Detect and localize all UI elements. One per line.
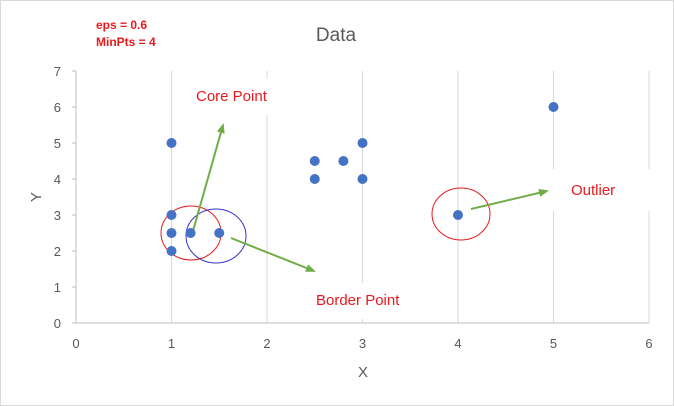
eps-label: eps = 0.6 bbox=[96, 18, 147, 32]
y-tick-label: 5 bbox=[54, 136, 61, 151]
core-point-arrow bbox=[192, 123, 225, 232]
x-tick-label: 3 bbox=[359, 336, 366, 351]
y-tick-label: 7 bbox=[54, 64, 61, 79]
data-points bbox=[166, 102, 559, 256]
data-point bbox=[185, 228, 196, 238]
data-point bbox=[166, 138, 177, 148]
y-tick-label: 6 bbox=[54, 100, 61, 115]
outlier-eps-circle bbox=[431, 187, 491, 241]
border-point-label: Border Point bbox=[316, 292, 400, 309]
border-point-eps-circle bbox=[185, 208, 247, 264]
x-tick-label: 2 bbox=[263, 336, 270, 351]
data-point bbox=[166, 228, 177, 238]
x-tick-label: 0 bbox=[72, 336, 79, 351]
data-point bbox=[214, 228, 225, 238]
border-point-arrow bbox=[230, 237, 316, 272]
axes bbox=[72, 70, 649, 324]
x-axis-title: X bbox=[358, 364, 368, 381]
y-tick-label: 4 bbox=[54, 172, 61, 187]
x-tick-label: 4 bbox=[454, 336, 461, 351]
outlier-arrow bbox=[470, 188, 549, 210]
x-tick-label: 5 bbox=[550, 336, 557, 351]
data-point bbox=[548, 102, 559, 112]
y-tick-label: 0 bbox=[54, 316, 61, 331]
chart-title: Data bbox=[316, 25, 357, 46]
core-point-label: Core Point bbox=[196, 88, 268, 105]
data-point bbox=[166, 246, 177, 256]
border-point-label-box bbox=[303, 283, 441, 319]
y-tick-labels: 0 1 2 3 4 5 6 7 bbox=[54, 64, 61, 331]
outlier-label-box bbox=[553, 169, 653, 211]
data-point bbox=[309, 174, 320, 184]
x-tick-label: 6 bbox=[645, 336, 652, 351]
minpts-label: MinPts = 4 bbox=[96, 35, 156, 49]
y-tick-label: 3 bbox=[54, 208, 61, 223]
x-tick-label: 1 bbox=[168, 336, 175, 351]
x-tick-labels: 0 1 2 3 4 5 6 bbox=[72, 336, 652, 351]
y-tick-label: 2 bbox=[54, 244, 61, 259]
outlier-label: Outlier bbox=[571, 182, 615, 199]
y-axis-title: Y bbox=[28, 192, 45, 202]
core-point-label-box bbox=[181, 79, 303, 115]
data-point bbox=[338, 156, 349, 166]
data-point bbox=[453, 210, 463, 220]
data-point bbox=[357, 138, 368, 148]
y-tick-label: 1 bbox=[54, 280, 61, 295]
data-point bbox=[166, 210, 177, 220]
data-point bbox=[357, 174, 368, 184]
data-point bbox=[309, 156, 320, 166]
